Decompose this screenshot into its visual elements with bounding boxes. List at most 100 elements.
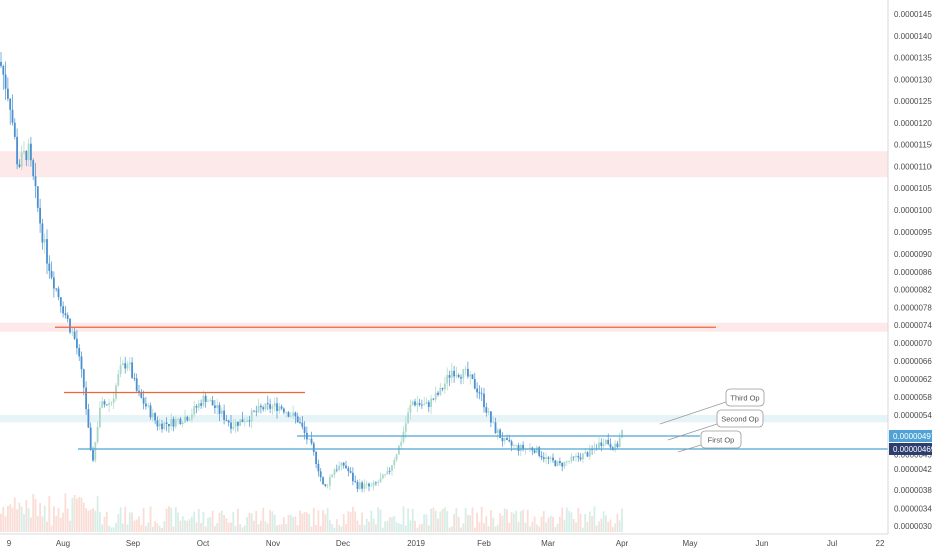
candle-body xyxy=(138,390,140,393)
volume-bar xyxy=(39,503,41,532)
volume-bar xyxy=(349,511,352,532)
volume-bar xyxy=(151,526,154,532)
volume-bar xyxy=(446,511,449,532)
candle-body xyxy=(402,431,405,442)
date-axis[interactable]: 9 Aug Sep Oct Nov Dec 2019 Feb Mar Apr May Jun Jul 22 xyxy=(7,539,885,548)
candle xyxy=(161,419,163,433)
candle xyxy=(352,467,354,486)
candle-body xyxy=(94,442,97,461)
candle-body xyxy=(349,471,352,473)
candle-body xyxy=(347,468,350,472)
candle-body xyxy=(145,403,147,407)
volume-bar xyxy=(101,524,104,532)
candle xyxy=(322,476,324,485)
candle xyxy=(467,361,469,379)
volume-bar xyxy=(285,524,288,532)
candle xyxy=(384,473,386,478)
volume-bar xyxy=(494,526,497,532)
volume-bar xyxy=(124,506,127,532)
candle xyxy=(13,118,16,140)
candle-body xyxy=(490,411,492,423)
candle xyxy=(591,445,593,455)
candle xyxy=(611,446,614,451)
volume-bar xyxy=(71,498,74,532)
candle xyxy=(191,408,193,423)
candle xyxy=(414,398,416,407)
candle xyxy=(195,404,198,414)
candle xyxy=(230,415,232,434)
volume-bar xyxy=(53,506,55,532)
volume-bar xyxy=(579,513,582,532)
candle xyxy=(375,481,377,486)
volume-bar xyxy=(418,524,421,532)
candle-body xyxy=(464,368,467,370)
candle-body xyxy=(294,412,297,417)
candle xyxy=(151,408,154,422)
candle-body xyxy=(46,239,48,264)
candle xyxy=(554,459,557,467)
candle xyxy=(480,387,483,402)
candle-body xyxy=(345,465,347,469)
candle xyxy=(294,411,297,424)
candle-body xyxy=(496,429,499,434)
volume-bar xyxy=(575,522,577,532)
volume-bar xyxy=(402,506,405,532)
candle xyxy=(241,411,244,423)
volume-bar xyxy=(522,509,524,532)
candle-body xyxy=(515,445,518,447)
candle xyxy=(253,410,255,413)
candle-body xyxy=(340,462,343,466)
volume-bar xyxy=(18,502,21,532)
volume-bar xyxy=(55,515,58,532)
candle xyxy=(487,407,490,416)
date-tick-label: 22 xyxy=(876,539,885,548)
candle xyxy=(260,403,262,414)
volume-bar xyxy=(407,508,409,532)
candle xyxy=(329,473,331,491)
volume-bar xyxy=(25,500,28,532)
volume-bar xyxy=(78,496,81,532)
volume-bar xyxy=(568,510,570,532)
candle xyxy=(289,412,292,418)
candle-body xyxy=(89,427,92,450)
candle-body xyxy=(25,150,28,161)
candle-body xyxy=(545,457,547,460)
candle-body xyxy=(432,398,435,400)
candle xyxy=(69,318,71,335)
candle-body xyxy=(400,441,403,446)
volume-bar xyxy=(110,527,113,532)
volume-bar xyxy=(464,508,467,532)
volume-bar xyxy=(342,513,345,532)
candle-body xyxy=(57,288,60,298)
volume-bar xyxy=(411,508,414,532)
volume-bar xyxy=(207,518,209,532)
candle-body xyxy=(368,483,370,487)
candle-body xyxy=(499,429,501,438)
candle-body xyxy=(257,405,260,412)
volume-bar xyxy=(609,519,612,532)
candle xyxy=(549,455,552,463)
candle xyxy=(138,384,140,397)
volume-bar xyxy=(142,507,145,532)
candle-body xyxy=(352,472,354,482)
candle xyxy=(131,357,133,379)
candle-body xyxy=(4,74,7,89)
candle-body xyxy=(53,277,55,289)
candle-body xyxy=(508,439,511,442)
volume-bar xyxy=(292,516,294,532)
candle xyxy=(243,417,246,427)
date-tick-label: Oct xyxy=(197,539,210,548)
volume-bar xyxy=(441,508,444,532)
candle xyxy=(220,407,223,417)
volume-bar xyxy=(377,507,380,532)
volume-bar xyxy=(460,527,462,532)
volume-bar xyxy=(197,508,200,532)
candle xyxy=(158,418,161,431)
candle xyxy=(18,159,21,169)
volume-bar xyxy=(80,497,83,532)
